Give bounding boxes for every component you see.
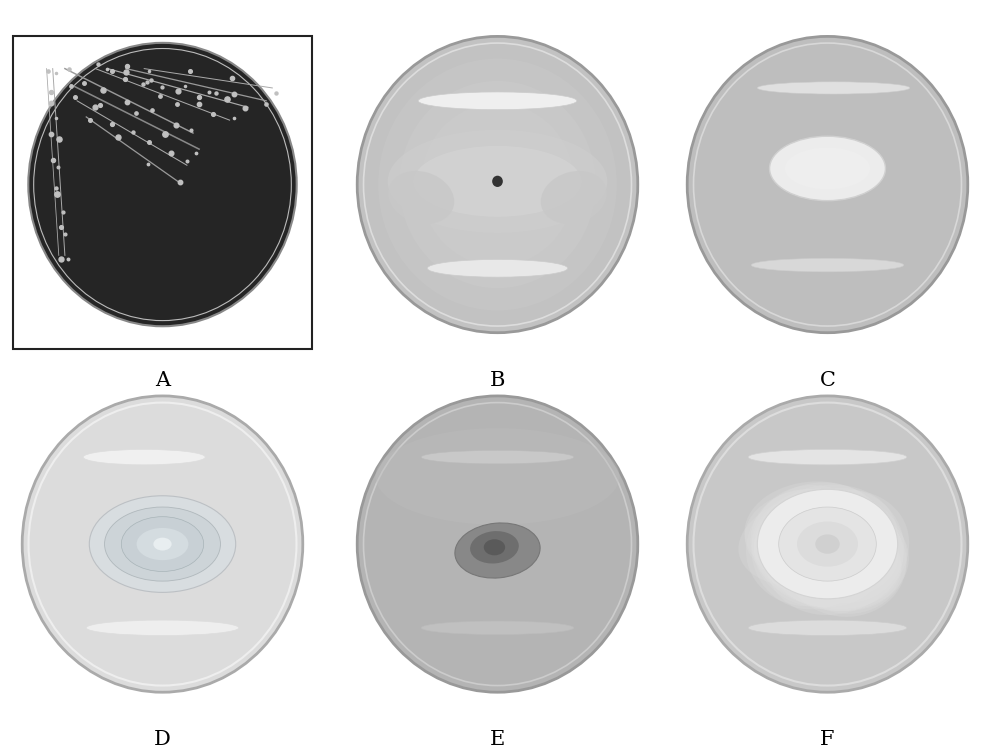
Ellipse shape xyxy=(779,501,903,610)
Ellipse shape xyxy=(427,259,568,277)
Ellipse shape xyxy=(357,396,638,692)
Ellipse shape xyxy=(687,396,968,692)
Ellipse shape xyxy=(779,507,876,581)
Ellipse shape xyxy=(770,136,885,201)
Ellipse shape xyxy=(738,494,885,586)
Ellipse shape xyxy=(28,43,297,327)
Ellipse shape xyxy=(748,449,907,465)
Ellipse shape xyxy=(751,489,886,607)
Ellipse shape xyxy=(105,507,220,581)
Ellipse shape xyxy=(89,496,236,592)
Ellipse shape xyxy=(378,58,617,311)
Ellipse shape xyxy=(770,506,898,598)
Ellipse shape xyxy=(752,485,879,607)
Ellipse shape xyxy=(470,531,519,563)
Ellipse shape xyxy=(420,103,575,266)
Text: F: F xyxy=(820,730,835,749)
Ellipse shape xyxy=(785,148,870,189)
Ellipse shape xyxy=(418,92,577,109)
FancyBboxPatch shape xyxy=(13,37,312,349)
Ellipse shape xyxy=(541,171,607,224)
Ellipse shape xyxy=(815,535,840,554)
Ellipse shape xyxy=(751,258,904,272)
Ellipse shape xyxy=(757,504,902,611)
Ellipse shape xyxy=(421,450,574,464)
Ellipse shape xyxy=(754,505,901,609)
Ellipse shape xyxy=(357,37,638,333)
Ellipse shape xyxy=(766,490,909,615)
Ellipse shape xyxy=(455,523,540,578)
Ellipse shape xyxy=(83,449,205,465)
Ellipse shape xyxy=(782,503,907,617)
Ellipse shape xyxy=(153,538,172,551)
Text: E: E xyxy=(490,730,505,749)
Ellipse shape xyxy=(769,504,909,611)
Ellipse shape xyxy=(757,82,910,94)
Ellipse shape xyxy=(86,620,239,636)
Ellipse shape xyxy=(744,482,885,579)
Ellipse shape xyxy=(121,517,204,571)
Ellipse shape xyxy=(746,482,886,607)
Text: A: A xyxy=(155,371,170,389)
Ellipse shape xyxy=(748,620,907,636)
Ellipse shape xyxy=(376,428,619,525)
Ellipse shape xyxy=(784,488,904,603)
Ellipse shape xyxy=(137,528,188,560)
Ellipse shape xyxy=(781,493,907,614)
Ellipse shape xyxy=(421,621,574,634)
Ellipse shape xyxy=(399,81,596,288)
Ellipse shape xyxy=(388,171,454,224)
Ellipse shape xyxy=(797,521,858,567)
Ellipse shape xyxy=(774,495,894,589)
Text: B: B xyxy=(490,371,505,389)
Text: D: D xyxy=(154,730,171,749)
Ellipse shape xyxy=(757,489,898,599)
Ellipse shape xyxy=(745,488,894,586)
Ellipse shape xyxy=(687,37,968,333)
Ellipse shape xyxy=(754,485,898,596)
Ellipse shape xyxy=(414,146,581,216)
Ellipse shape xyxy=(492,176,503,187)
Ellipse shape xyxy=(388,130,607,233)
Ellipse shape xyxy=(751,491,869,610)
Ellipse shape xyxy=(22,396,303,692)
Ellipse shape xyxy=(484,539,505,555)
Text: C: C xyxy=(820,371,835,389)
